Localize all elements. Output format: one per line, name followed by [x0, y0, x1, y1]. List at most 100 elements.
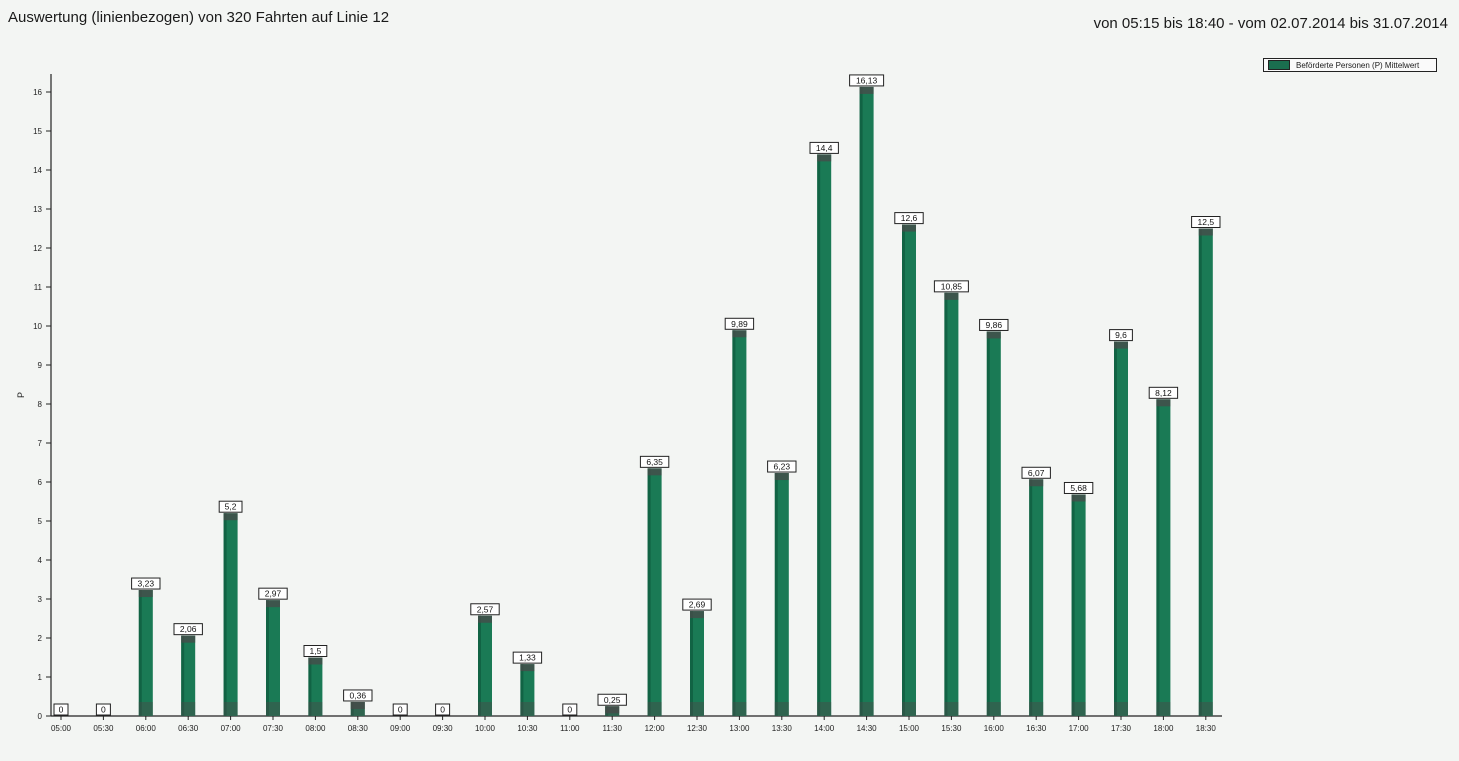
- bar-cap: [138, 590, 153, 598]
- x-tick-label: 09:00: [390, 724, 411, 733]
- data-label: 12,6: [901, 213, 918, 223]
- y-tick-label: 14: [33, 166, 42, 175]
- data-label-box: [639, 455, 670, 468]
- x-tick-label: 05:30: [93, 724, 114, 733]
- y-tick-label: 13: [33, 205, 42, 214]
- bar-foot: [690, 702, 704, 716]
- bar-foot: [308, 702, 323, 716]
- chart-title: Auswertung (linienbezogen) von 320 Fahrt…: [8, 9, 390, 26]
- bar: [1114, 341, 1128, 716]
- bar-foot: [520, 702, 535, 716]
- x-tick-label: 08:30: [348, 724, 369, 733]
- y-tick-label: 6: [38, 478, 43, 487]
- data-label: 10,85: [941, 281, 963, 291]
- data-label-box: [1191, 216, 1221, 228]
- bar-foot: [902, 702, 916, 716]
- bar-cap: [986, 331, 1001, 339]
- data-label-box: [343, 689, 373, 702]
- bar-edge: [732, 330, 736, 716]
- period-subtitle: von 05:15 bis 18:40 - vom 02.07.2014 bis…: [1093, 15, 1448, 32]
- y-tick-label: 10: [33, 322, 42, 331]
- bar-edge: [223, 513, 227, 716]
- x-tick-label: 16:30: [1026, 724, 1047, 733]
- data-label: 0: [567, 705, 572, 715]
- bar: [266, 600, 280, 716]
- x-tick-label: 07:30: [263, 724, 284, 733]
- data-label-box: [512, 651, 543, 664]
- bar-foot: [817, 702, 832, 716]
- data-label: 2,57: [477, 604, 494, 614]
- y-tick-label: 0: [38, 712, 43, 721]
- data-label-box: [682, 598, 712, 611]
- data-label: 9,6: [1115, 330, 1127, 340]
- y-tick-label: 9: [38, 361, 43, 370]
- bar-foot: [350, 702, 365, 716]
- bar-edge: [520, 664, 524, 716]
- data-label-box: [933, 280, 969, 293]
- bar-cap: [605, 706, 620, 714]
- data-label-box: [767, 460, 797, 473]
- data-label-box: [435, 703, 451, 716]
- bar-edge: [774, 473, 778, 716]
- data-label-box: [392, 703, 408, 716]
- data-label: 0: [59, 705, 64, 715]
- x-tick-label: 14:30: [857, 724, 878, 733]
- data-label: 0,36: [350, 690, 367, 700]
- y-tick-label: 2: [38, 634, 43, 643]
- bar-cap: [817, 154, 832, 162]
- y-tick-label: 5: [38, 517, 43, 526]
- data-label-box: [470, 603, 500, 616]
- x-tick-label: 11:00: [560, 724, 580, 733]
- bar-foot: [1114, 702, 1128, 716]
- bar-cap: [944, 292, 959, 300]
- bar-cap: [308, 657, 323, 665]
- bar-cap: [1156, 399, 1171, 407]
- bar-foot: [223, 702, 238, 716]
- x-tick-label: 15:30: [941, 724, 962, 733]
- bar: [138, 590, 153, 716]
- data-label: 14,4: [816, 143, 833, 153]
- x-tick-label: 13:30: [772, 724, 793, 733]
- bar-cap: [859, 86, 874, 94]
- y-tick-label: 3: [38, 595, 43, 604]
- bar-cap: [1198, 228, 1213, 236]
- data-label-box: [258, 587, 288, 600]
- bar: [647, 468, 662, 716]
- x-tick-label: 12:00: [645, 724, 666, 733]
- bar-cap: [266, 600, 280, 608]
- data-label-box: [1063, 481, 1094, 494]
- data-label-box: [1109, 329, 1133, 342]
- data-label-box: [894, 212, 924, 225]
- bar-edge: [350, 701, 354, 716]
- bar-cap: [478, 615, 492, 623]
- y-tick-label: 15: [33, 127, 42, 136]
- bar-cap: [902, 224, 916, 232]
- x-tick-label: 17:00: [1069, 724, 1090, 733]
- bar-foot: [266, 702, 280, 716]
- bar-cap: [181, 635, 196, 643]
- bar-edge: [266, 600, 269, 716]
- bar-cap: [690, 611, 704, 619]
- bar-edge: [986, 331, 990, 716]
- bar-edge: [647, 468, 651, 716]
- bar-edge: [690, 611, 693, 716]
- bar: [986, 331, 1001, 716]
- x-tick-label: 18:00: [1153, 724, 1174, 733]
- bar: [817, 154, 832, 716]
- bar: [520, 664, 535, 716]
- data-label: 9,86: [986, 320, 1003, 330]
- bar-cap: [732, 330, 747, 338]
- bar-foot: [1156, 702, 1171, 716]
- bar-cap: [350, 701, 365, 709]
- data-label: 6,23: [774, 462, 791, 472]
- bar-edge: [181, 635, 185, 716]
- bar-edge: [1156, 399, 1160, 716]
- x-tick-label: 05:00: [51, 724, 72, 733]
- x-tick-label: 06:30: [178, 724, 199, 733]
- bar: [308, 657, 323, 716]
- x-tick-label: 14:00: [814, 724, 835, 733]
- bar-edge: [817, 154, 821, 716]
- bar-cap: [223, 513, 238, 521]
- bar-cap: [1029, 479, 1044, 487]
- data-label: 16,13: [856, 75, 878, 85]
